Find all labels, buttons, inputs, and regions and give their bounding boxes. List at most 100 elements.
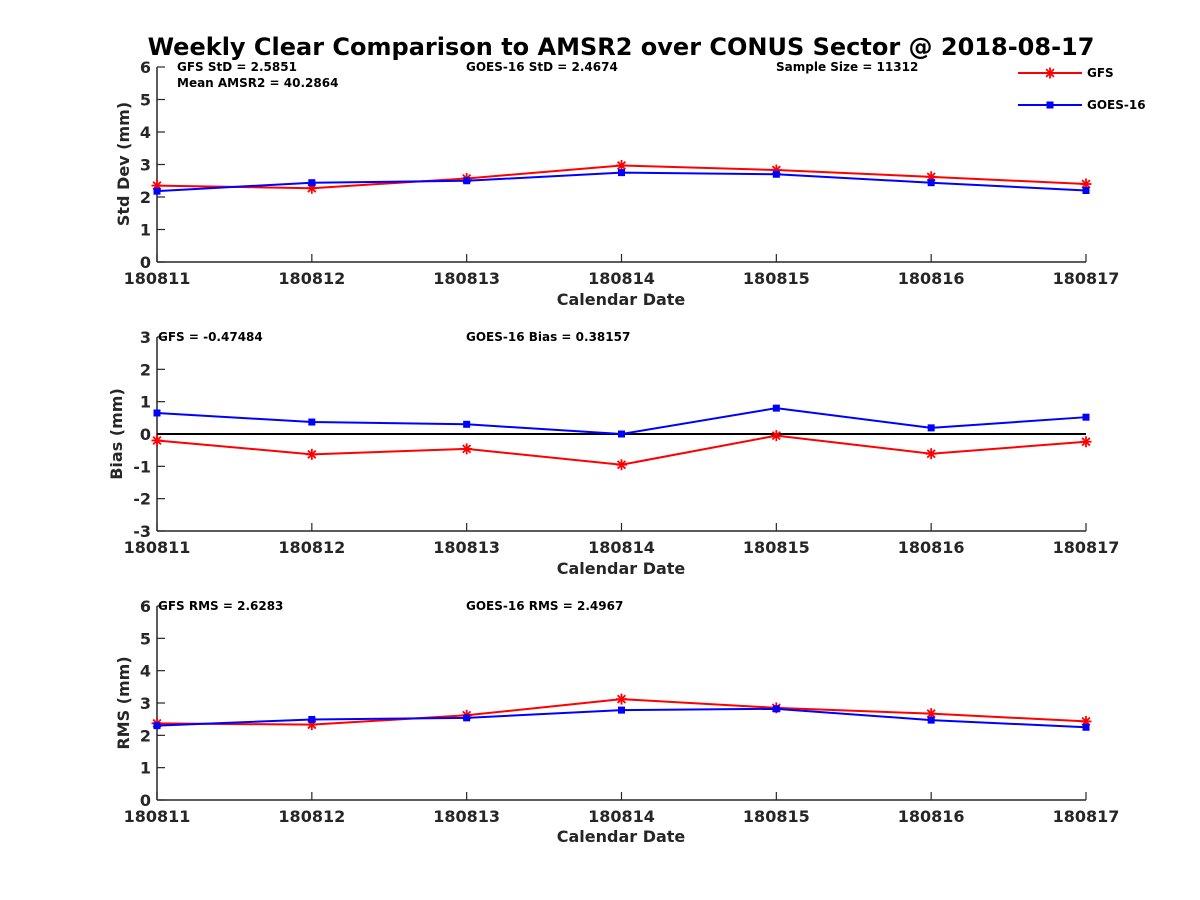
x-tick-label: 180811 bbox=[124, 807, 191, 826]
y-tick-label: 0 bbox=[140, 791, 151, 810]
series-line-goes16 bbox=[156, 407, 1087, 436]
y-tick-label: 3 bbox=[140, 328, 151, 347]
x-tick-label: 180817 bbox=[1053, 807, 1120, 826]
panel-bias: -3 -2 -1 0 1 2 3 180811 180812 180813 180814 180815… bbox=[107, 328, 1119, 578]
y-tick-label: 3 bbox=[140, 156, 151, 175]
data-point-gfs bbox=[616, 693, 627, 705]
data-point-gfs bbox=[1080, 436, 1092, 448]
data-point-goes16 bbox=[308, 179, 316, 187]
x-tick-label: 180811 bbox=[124, 269, 191, 288]
y-tick-label: 5 bbox=[140, 91, 151, 110]
x-tick-label: 180816 bbox=[898, 538, 965, 557]
x-tick-label: 180817 bbox=[1053, 269, 1120, 288]
x-tick-label: 180812 bbox=[278, 807, 345, 826]
x-tick-label: 180814 bbox=[588, 807, 655, 826]
x-tick-label: 180816 bbox=[898, 269, 965, 288]
data-point-goes16 bbox=[772, 170, 780, 178]
data-point-gfs bbox=[306, 448, 318, 460]
panel-std-dev-ylabel: Std Dev (mm) bbox=[114, 102, 133, 226]
legend-marker-shape bbox=[1046, 101, 1054, 109]
legend-goes16-label: GOES-16 bbox=[1087, 98, 1146, 112]
legend: GFS GOES-16 bbox=[1018, 66, 1146, 112]
gfs-std-annotation: GFS StD = 2.5851 bbox=[177, 60, 297, 74]
data-point-gfs bbox=[461, 443, 473, 455]
y-tick-label: 6 bbox=[140, 58, 151, 77]
panel-rms-ylabel: RMS (mm) bbox=[114, 656, 133, 749]
data-point-goes16 bbox=[153, 722, 161, 730]
legend-marker-shape bbox=[1044, 67, 1056, 79]
mean-amsr2-annotation: Mean AMSR2 = 40.2864 bbox=[177, 76, 338, 90]
y-tick-label: 4 bbox=[140, 662, 151, 681]
data-point-goes16 bbox=[618, 430, 625, 438]
data-point-goes16 bbox=[463, 420, 471, 428]
x-tick-label: 180812 bbox=[278, 269, 345, 288]
data-point-goes16 bbox=[772, 404, 780, 412]
y-tick-label: 1 bbox=[140, 393, 151, 412]
legend-goes16-marker bbox=[1046, 101, 1054, 109]
data-point-gfs bbox=[151, 434, 163, 446]
x-tick-label: 180815 bbox=[743, 807, 810, 826]
data-point-goes16 bbox=[927, 179, 935, 187]
chart-title: Weekly Clear Comparison to AMSR2 over CO… bbox=[148, 33, 1095, 61]
goes16-bias-annotation: GOES-16 Bias = 0.38157 bbox=[466, 330, 630, 344]
data-point-gfs bbox=[925, 448, 937, 460]
y-tick-label: 2 bbox=[140, 188, 151, 207]
data-point-goes16 bbox=[463, 177, 471, 185]
data-point-goes16 bbox=[1082, 413, 1090, 421]
y-tick-label: 2 bbox=[140, 726, 151, 745]
gfs-bias-annotation: GFS = -0.47484 bbox=[158, 330, 263, 344]
data-point-goes16 bbox=[308, 715, 316, 723]
goes16-rms-annotation: GOES-16 RMS = 2.4967 bbox=[466, 599, 623, 613]
data-point-goes16 bbox=[1082, 187, 1090, 194]
data-point-gfs bbox=[925, 708, 937, 720]
legend-gfs-label: GFS bbox=[1087, 66, 1114, 80]
data-point-goes16 bbox=[153, 187, 161, 195]
y-tick-label: 5 bbox=[140, 629, 151, 648]
y-tick-label: 1 bbox=[140, 221, 151, 240]
y-tick-label: 1 bbox=[140, 759, 151, 778]
panel-rms: 0 1 2 3 4 5 6 180811 180812 180813 180814 180815 180… bbox=[114, 597, 1119, 846]
panel-rms-xlabel: Calendar Date bbox=[557, 827, 686, 846]
x-tick-label: 180815 bbox=[743, 269, 810, 288]
y-tick-label: 0 bbox=[140, 425, 151, 444]
x-tick-label: 180813 bbox=[433, 538, 500, 557]
legend-gfs-marker bbox=[1044, 67, 1056, 79]
panel-rms-marks: 0 1 2 3 4 5 6 180811 180812 180813 180814 180815 180… bbox=[124, 597, 1120, 826]
sample-size-annotation: Sample Size = 11312 bbox=[776, 60, 918, 74]
y-tick-label: -1 bbox=[133, 457, 151, 476]
x-tick-label: 180812 bbox=[278, 538, 345, 557]
x-tick-label: 180814 bbox=[588, 269, 655, 288]
data-point-goes16 bbox=[153, 409, 161, 417]
y-tick-label: 3 bbox=[140, 694, 151, 713]
gfs-rms-annotation: GFS RMS = 2.6283 bbox=[158, 599, 283, 613]
panel-bias-ylabel: Bias (mm) bbox=[107, 388, 126, 480]
data-point-goes16 bbox=[772, 705, 780, 713]
panel-bias-xlabel: Calendar Date bbox=[557, 559, 686, 578]
y-tick-label: 0 bbox=[140, 253, 151, 272]
x-tick-label: 180814 bbox=[588, 538, 655, 557]
data-point-gfs bbox=[616, 459, 627, 471]
x-tick-label: 180813 bbox=[433, 269, 500, 288]
data-point-gfs bbox=[1080, 178, 1092, 190]
x-tick-label: 180815 bbox=[743, 538, 810, 557]
panel-bias-marks: -3 -2 -1 0 1 2 3 180811 180812 180813 180814 180815… bbox=[124, 328, 1120, 557]
data-point-goes16 bbox=[463, 714, 471, 722]
data-point-goes16 bbox=[308, 418, 316, 426]
x-tick-label: 180813 bbox=[433, 807, 500, 826]
y-tick-label: 2 bbox=[140, 360, 151, 379]
goes16-std-annotation: GOES-16 StD = 2.4674 bbox=[466, 60, 618, 74]
data-point-goes16 bbox=[927, 424, 935, 432]
x-tick-label: 180816 bbox=[898, 807, 965, 826]
panel-std-dev-marks: 0 1 2 3 4 5 6 180811 180812 180813 180814 180815 180… bbox=[124, 58, 1120, 288]
data-point-goes16 bbox=[1082, 723, 1090, 731]
y-tick-label: 4 bbox=[140, 123, 151, 142]
x-tick-label: 180817 bbox=[1053, 538, 1120, 557]
data-point-goes16 bbox=[618, 706, 625, 714]
y-tick-label: -3 bbox=[133, 522, 151, 541]
data-point-gfs bbox=[770, 430, 782, 442]
data-point-goes16 bbox=[618, 169, 625, 177]
panel-std-dev-xlabel: Calendar Date bbox=[557, 290, 686, 309]
x-tick-label: 180811 bbox=[124, 538, 191, 557]
panel-std-dev: 0 1 2 3 4 5 6 180811 180812 180813 180814 180815 180… bbox=[114, 58, 1119, 309]
